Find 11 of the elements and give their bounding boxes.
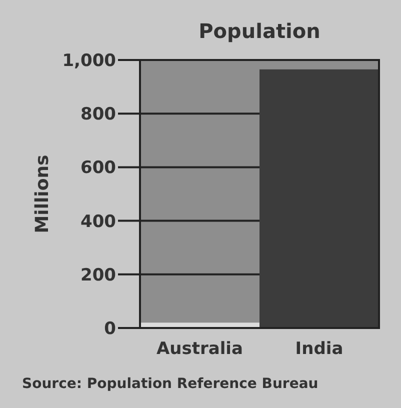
y-tick-label: 800 — [80, 104, 116, 125]
chart-title: Population — [198, 19, 320, 43]
y-tick-label: 600 — [80, 158, 116, 178]
y-axis-title: Millions — [32, 154, 53, 234]
y-tick-label: 400 — [80, 212, 116, 232]
x-tick-label: India — [295, 339, 344, 359]
source-note: Source: Population Reference Bureau — [22, 376, 318, 392]
y-tick-label: 0 — [104, 318, 116, 339]
y-tick-label: 200 — [80, 265, 116, 286]
x-tick-label: Australia — [156, 339, 243, 359]
y-tick-label: 1,000 — [62, 50, 116, 71]
